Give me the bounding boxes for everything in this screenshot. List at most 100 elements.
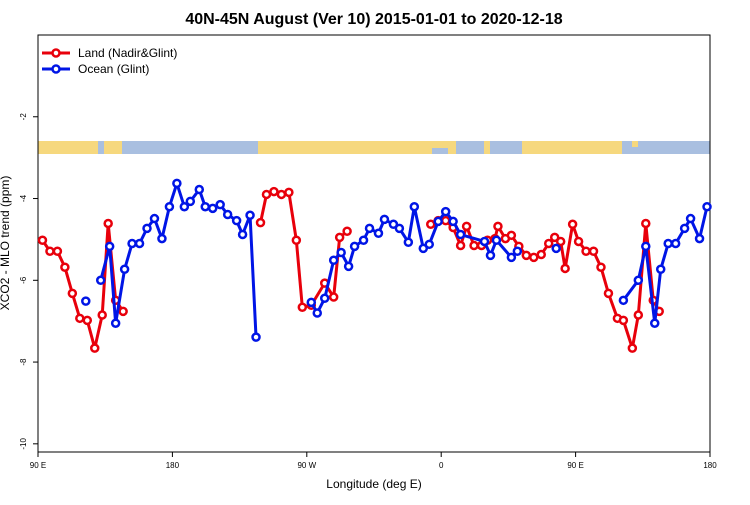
point [358,235,369,245]
point [207,203,218,214]
point [663,238,673,249]
point [118,306,128,317]
strip-ocean [432,148,448,154]
plot-frame [37,34,711,453]
series [81,178,712,342]
point [633,275,644,286]
point [485,250,496,261]
point [433,216,443,227]
point [461,221,472,232]
point [560,263,570,274]
point [409,201,420,212]
point [506,252,517,263]
legend-marker [51,48,61,58]
point [291,235,302,245]
strip-ocean [622,141,710,154]
legend-label: Ocean (Glint) [78,62,149,76]
point [618,315,629,326]
point [95,275,106,286]
point [394,223,405,234]
point [142,223,152,234]
point [581,246,591,257]
point [215,199,225,210]
point [425,219,436,230]
point [551,243,561,254]
point [455,240,466,251]
point [185,196,196,207]
point [588,246,599,257]
strip-ocean [98,141,104,154]
point [222,209,233,220]
point [164,201,175,212]
x-tick-label: 0 [439,461,444,470]
point [418,243,429,254]
y-tick-label: -8 [19,358,28,366]
point [251,332,261,342]
point [702,201,712,212]
legend-marker [51,64,61,74]
point [255,217,266,228]
point [342,226,352,236]
point [269,186,279,197]
point [567,219,578,230]
point [493,221,503,232]
point [491,235,502,245]
point [75,313,85,324]
point [134,238,145,249]
point [104,241,115,252]
point [521,250,532,261]
point [529,252,539,263]
point [297,302,308,313]
strip-ocean [490,141,522,154]
point [237,229,248,240]
land-mask-strip [38,141,710,154]
point [364,223,375,234]
point [127,238,137,249]
y-axis-label: XCO2 - MLO trend (ppm) [0,176,12,311]
point [633,310,644,320]
x-axis-label: Longitude (deg E) [326,477,421,491]
point [334,232,345,243]
point [328,255,339,266]
point [627,343,638,353]
legend-label: Land (Nadir&Glint) [78,46,177,60]
chart-title: 40N-45N August (Ver 10) 2015-01-01 to 20… [185,11,562,28]
point [506,230,517,241]
point [97,310,107,320]
point [89,343,100,353]
point [596,262,606,272]
point [670,238,681,249]
point [679,223,690,234]
point [52,246,63,257]
point [110,318,121,328]
point [312,308,323,318]
point [573,236,584,247]
point [200,201,211,212]
point [284,187,294,198]
point [276,189,287,200]
point [603,288,614,299]
y-tick-label: -10 [19,437,28,449]
point [81,296,91,306]
point [618,295,629,306]
point [655,264,666,275]
point [319,293,330,304]
point [45,246,55,257]
point [379,214,390,225]
point [119,264,130,275]
point [37,235,48,245]
point [103,218,113,229]
point [479,236,490,247]
point [649,318,660,328]
x-tick-label: 180 [703,461,717,470]
point [67,288,78,299]
y-tick-label: -4 [19,194,28,202]
x-tick-label: 180 [166,461,180,470]
point [60,262,70,272]
strip-ocean [456,141,484,154]
y-tick-label: -6 [19,276,28,284]
point [349,241,360,252]
point [440,215,451,226]
